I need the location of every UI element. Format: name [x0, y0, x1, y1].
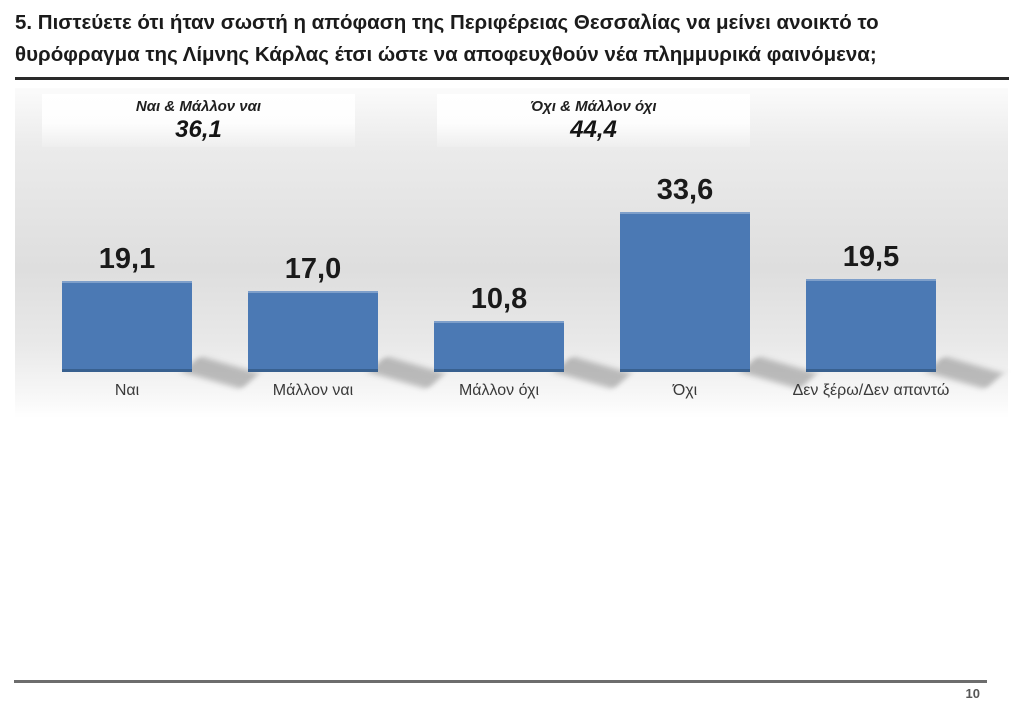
- summary-box-yes-value: 36,1: [175, 115, 222, 143]
- bar-chart: Ναι & Μάλλον ναι 36,1 Όχι & Μάλλον όχι 4…: [15, 88, 1008, 418]
- bar-column-mallon-ochi: 10,8: [406, 88, 631, 390]
- category-label-nai: Ναι: [114, 382, 140, 399]
- bar-column-nai: 19,1: [34, 88, 259, 390]
- bar-value-label: 17,0: [284, 253, 342, 286]
- summary-box-no-value: 44,4: [570, 115, 617, 143]
- footer-divider: [14, 680, 987, 683]
- bar: [434, 321, 631, 390]
- bar-value-label: 19,5: [842, 241, 900, 274]
- bar-value-label: 10,8: [470, 283, 528, 316]
- bar: [806, 279, 1003, 390]
- question-title: 5. Πιστεύετε ότι ήταν σωστή η απόφαση τη…: [15, 7, 1009, 80]
- bar: [62, 281, 259, 390]
- category-label-den-xero: Δεν ξέρω/Δεν απαντώ: [792, 382, 950, 399]
- summary-box-yes: Ναι & Μάλλον ναι 36,1: [42, 94, 355, 147]
- category-label-mallon-nai: Μάλλον ναι: [272, 382, 354, 399]
- category-label-ochi: Όχι: [672, 382, 698, 399]
- bar-column-den-xero: 19,5: [778, 88, 1003, 390]
- summary-box-no: Όχι & Μάλλον όχι 44,4: [437, 94, 750, 147]
- bar: [620, 212, 817, 390]
- summary-box-yes-label: Ναι & Μάλλον ναι: [135, 97, 262, 115]
- bars-row: 19,1 17,0 10,8 33,6: [34, 88, 1003, 390]
- bar-column-ochi: 33,6: [592, 88, 817, 390]
- category-labels-row: Ναι Μάλλον ναι Μάλλον όχι Όχι Δεν ξέρω/Δ…: [34, 382, 964, 400]
- bar-value-label: 19,1: [98, 243, 156, 276]
- page-number: 10: [965, 686, 980, 701]
- bar-value-label: 33,6: [656, 174, 714, 207]
- bar: [248, 291, 445, 390]
- bar-column-mallon-nai: 17,0: [220, 88, 445, 390]
- category-label-mallon-ochi: Μάλλον όχι: [458, 382, 540, 399]
- summary-box-no-label: Όχι & Μάλλον όχι: [530, 97, 657, 115]
